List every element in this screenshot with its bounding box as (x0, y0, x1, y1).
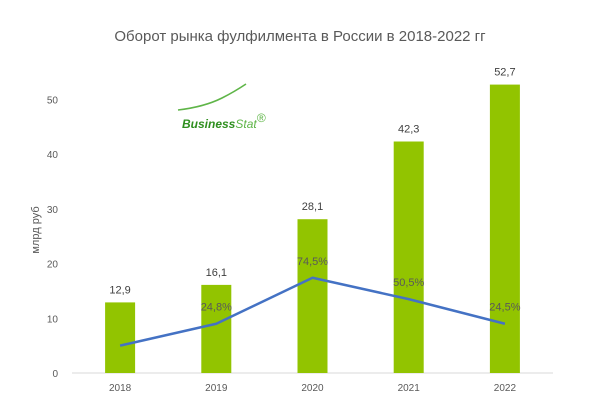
bar-data-label: 12,9 (109, 284, 130, 296)
watermark-logo: BusinessStat® (177, 83, 266, 131)
line-data-label: 74,5% (297, 256, 328, 268)
bar (489, 84, 520, 373)
y-tick-label: 10 (47, 314, 59, 325)
bar (105, 302, 136, 373)
svg-text:BusinessStat®: BusinessStat® (182, 111, 266, 131)
logo-swoosh (177, 83, 247, 111)
bar (201, 284, 232, 373)
logo-part1: Business (182, 117, 236, 131)
line-data-label: 50,5% (393, 277, 424, 289)
x-tick-label: 2018 (109, 383, 132, 394)
x-tick-label: 2022 (494, 383, 517, 394)
y-axis: 0 10 20 30 40 50 (47, 95, 59, 380)
bar (393, 141, 424, 373)
y-tick-label: 20 (47, 260, 59, 271)
line-data-labels: 24,8% 74,5% 50,5% 24,5% (201, 256, 521, 314)
y-tick-label: 40 (47, 150, 59, 161)
line-series (119, 276, 506, 347)
bar-data-label: 28,1 (302, 201, 323, 213)
x-tick-label: 2021 (398, 383, 421, 394)
bar-data-label: 42,3 (398, 124, 419, 136)
logo-registered-mark: ® (257, 111, 266, 125)
y-axis-label: млрд руб (30, 206, 42, 253)
logo-part2: Stat (235, 117, 257, 131)
bar (297, 219, 328, 373)
bar-data-label: 52,7 (494, 67, 515, 79)
y-tick-label: 50 (47, 95, 59, 106)
bar-series (105, 84, 520, 373)
y-tick-label: 0 (52, 369, 58, 380)
x-tick-label: 2020 (301, 383, 324, 394)
x-tick-label: 2019 (205, 383, 228, 394)
x-axis: 2018 2019 2020 2021 2022 (109, 383, 516, 394)
line-data-label: 24,5% (489, 302, 520, 314)
line-data-label: 24,8% (201, 302, 232, 314)
bar-data-labels: 12,9 16,1 28,1 42,3 52,7 (109, 67, 515, 297)
bar-data-label: 16,1 (206, 267, 227, 279)
y-tick-label: 30 (47, 205, 59, 216)
chart-title: Оборот рынка фулфилмента в России в 2018… (114, 28, 486, 45)
